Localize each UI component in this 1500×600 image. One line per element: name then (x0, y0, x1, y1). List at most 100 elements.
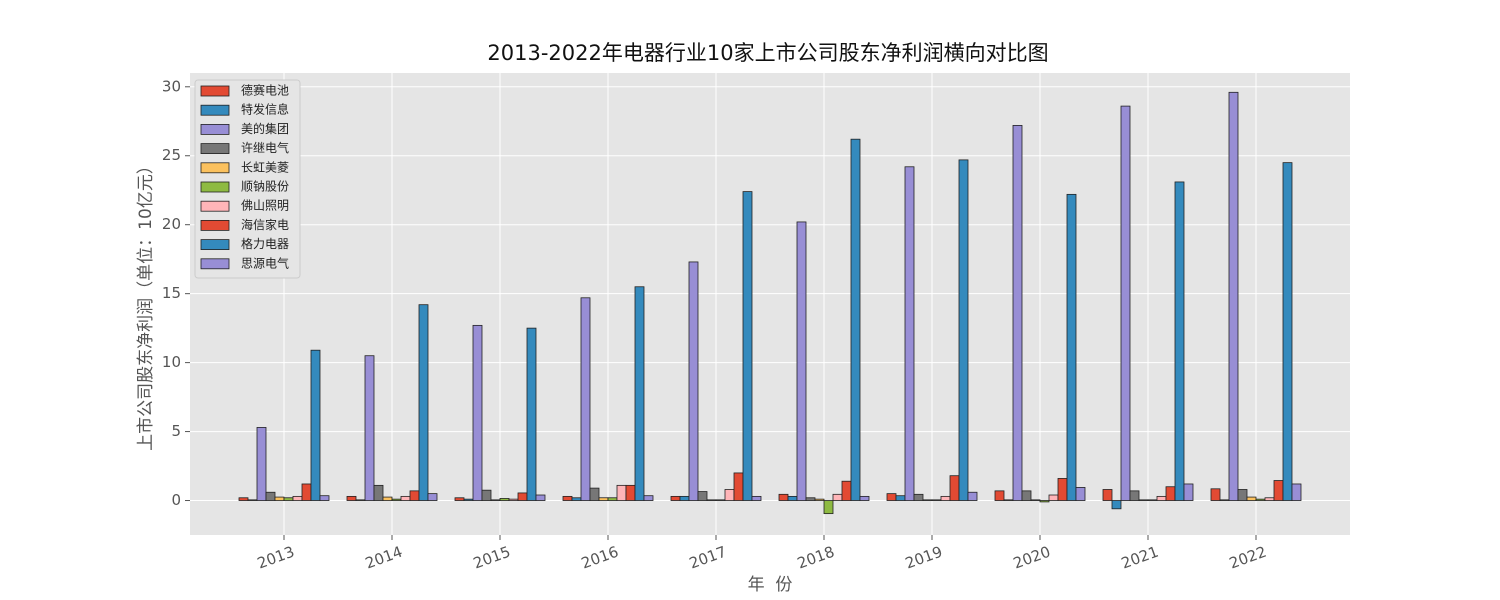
legend-label: 德赛电池 (241, 83, 289, 98)
bar (427, 493, 438, 501)
bar (895, 495, 906, 501)
bar (679, 495, 690, 501)
bar (706, 499, 717, 501)
bar (391, 498, 402, 501)
bar (571, 497, 582, 501)
y-tick-label: 5 (171, 422, 181, 440)
bar (562, 495, 573, 501)
bar (1021, 490, 1032, 501)
bar (598, 497, 609, 501)
legend-swatch (200, 124, 230, 135)
legend-swatch (200, 239, 230, 251)
bar (400, 495, 411, 501)
bar (364, 355, 375, 501)
x-tick-label: 2022 (1227, 543, 1269, 573)
y-tick-label: 0 (171, 491, 181, 509)
bar (1228, 91, 1239, 501)
bar (373, 484, 384, 501)
bars (238, 91, 1302, 515)
bar (1156, 495, 1167, 501)
bar (1012, 125, 1023, 501)
bar (382, 496, 393, 501)
bar (310, 349, 321, 501)
bar (643, 495, 654, 501)
bar (994, 490, 1005, 501)
legend-label: 顺钠股份 (241, 179, 289, 194)
bar (823, 500, 834, 515)
bar (517, 492, 528, 501)
bar (292, 495, 303, 501)
legend-label: 长虹美菱 (241, 160, 289, 174)
bar (778, 493, 789, 501)
bar (526, 327, 537, 501)
bar (1138, 499, 1149, 501)
bar (274, 496, 285, 501)
bar (616, 484, 627, 501)
bar (724, 489, 735, 501)
bar (1075, 487, 1086, 501)
bar (535, 494, 546, 501)
bar (1273, 480, 1284, 501)
y-tick-label: 10 (162, 353, 181, 371)
bar (958, 159, 969, 501)
plot-area (190, 73, 1350, 535)
bar (859, 495, 870, 501)
bar (1219, 499, 1230, 501)
legend-swatch (200, 143, 230, 155)
grid (185, 73, 1350, 540)
bar (1291, 483, 1302, 501)
x-tick-label: 2018 (795, 543, 837, 573)
x-tick-label: 2014 (363, 543, 405, 573)
bar (1264, 497, 1275, 501)
bar (814, 498, 825, 501)
legend-label: 思源电气 (241, 255, 289, 270)
y-tick-label: 25 (162, 146, 181, 164)
bar (922, 499, 933, 501)
bar (265, 491, 276, 501)
bar (967, 491, 978, 501)
bar (589, 487, 600, 501)
bar (346, 495, 357, 501)
bar (1246, 496, 1257, 501)
x-tick-label: 2015 (471, 543, 513, 573)
y-tick-label: 20 (162, 215, 181, 233)
bar (1066, 193, 1077, 501)
bar (508, 498, 519, 501)
legend-swatch (200, 258, 230, 270)
bar (832, 493, 843, 501)
x-tick-label: 2017 (687, 543, 729, 573)
bar (301, 483, 312, 501)
bar (931, 499, 942, 501)
bar (247, 499, 258, 501)
bar (1057, 478, 1068, 501)
bar (1129, 490, 1140, 501)
legend-swatch (200, 162, 230, 174)
x-axis-label: 年 份 (748, 575, 793, 595)
bar (238, 497, 249, 501)
bar (418, 304, 429, 501)
legend-swatch (200, 104, 230, 116)
bar (1237, 489, 1248, 501)
bar (949, 475, 960, 501)
legend-swatch (200, 85, 230, 97)
x-tick-label: 2020 (1011, 543, 1053, 573)
bar (283, 497, 294, 501)
bar (1120, 105, 1131, 501)
bar (454, 497, 465, 501)
bar (904, 166, 915, 501)
y-tick-label: 15 (162, 284, 181, 302)
chart-title: 2013-2022年电器行业10家上市公司股东净利润横向对比图 (487, 41, 1048, 65)
bar (715, 499, 726, 501)
bar (1111, 500, 1122, 510)
bar (499, 498, 510, 501)
bar (580, 297, 591, 501)
bar (697, 491, 708, 501)
legend-label: 许继电气 (241, 140, 289, 155)
bar (670, 495, 681, 501)
x-tick-label: 2016 (579, 543, 621, 573)
x-tick-label: 2013 (255, 543, 297, 573)
legend-label: 美的集团 (241, 121, 289, 136)
bar (1039, 500, 1050, 503)
bar (1165, 486, 1176, 501)
